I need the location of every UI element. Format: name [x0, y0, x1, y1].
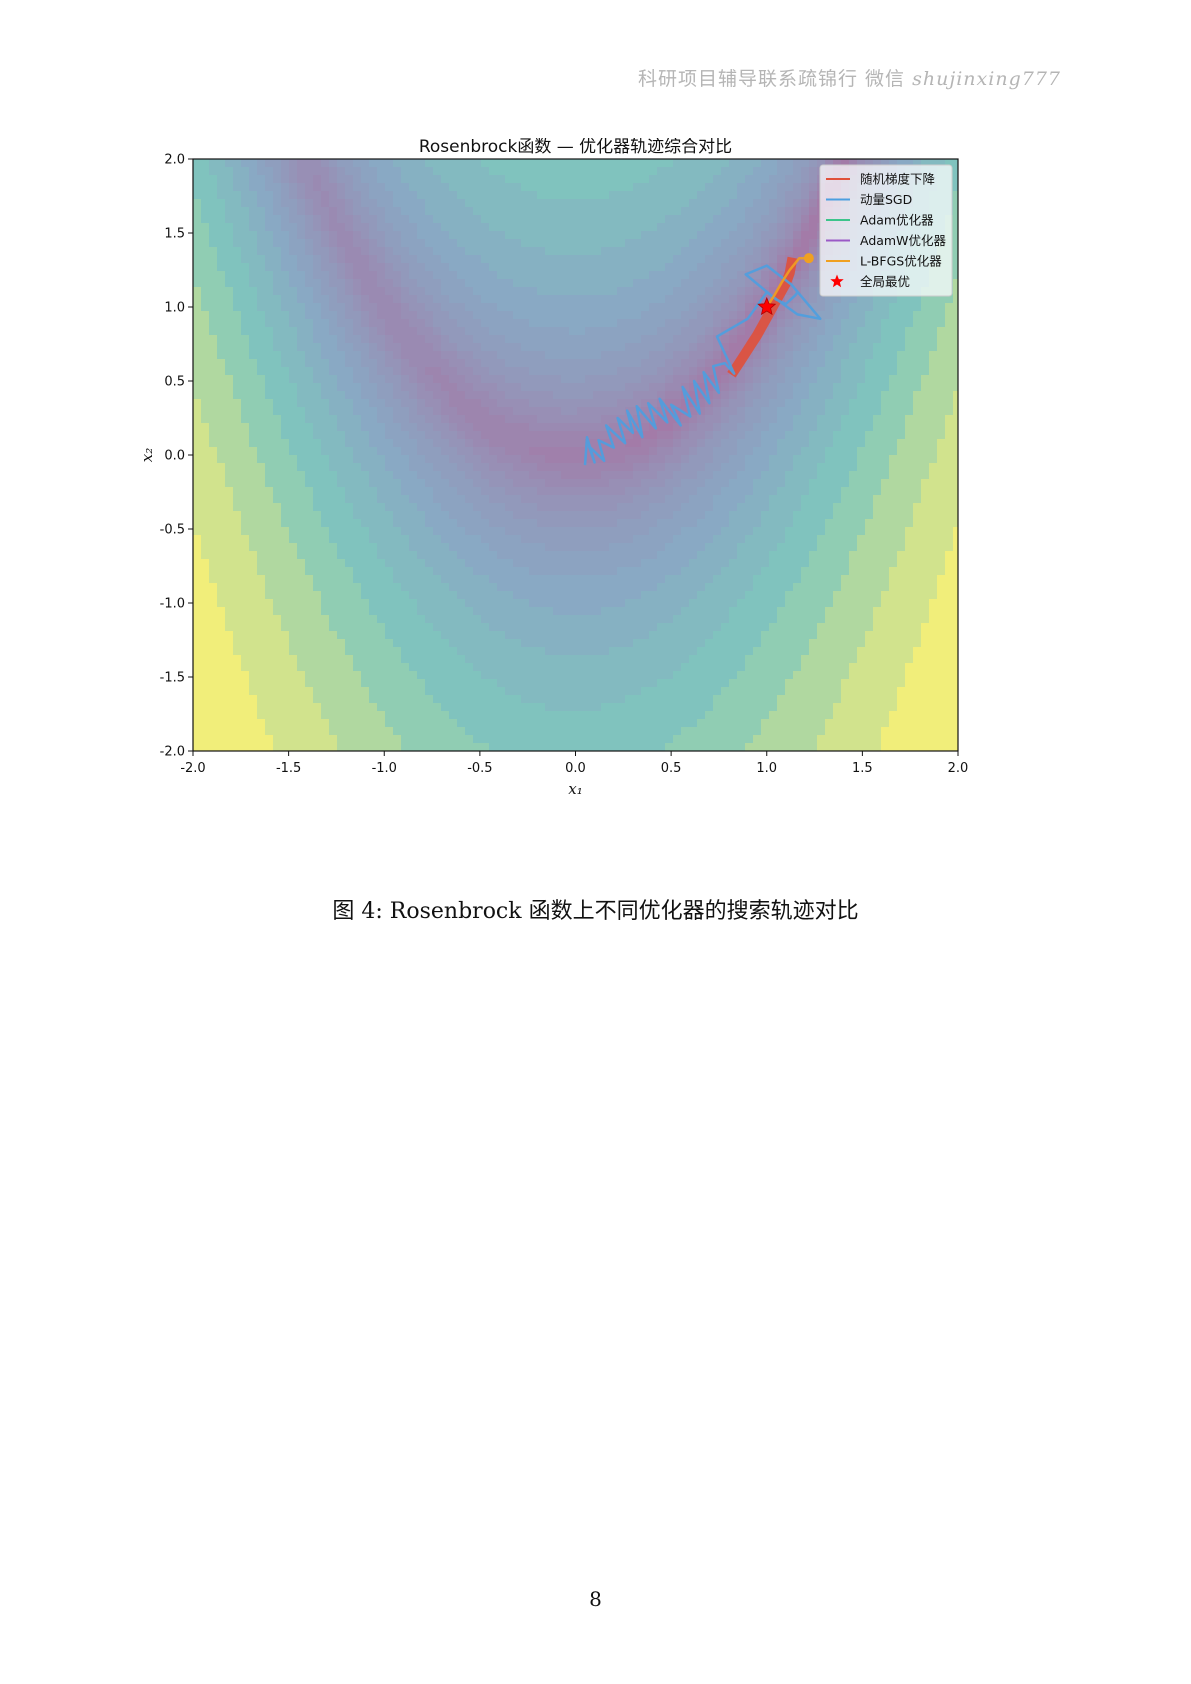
- rosenbrock-chart: Rosenbrock函数 — 优化器轨迹综合对比 -2.0 -1.5 -1.0 -0.…: [140, 138, 969, 798]
- header-text: 科研项目辅导联系疏锦行 微信: [638, 68, 906, 90]
- y-tick-label: 0.5: [164, 375, 185, 390]
- legend-label: Adam优化器: [860, 213, 934, 228]
- legend-label: L-BFGS优化器: [860, 254, 942, 269]
- x-tick-label: -2.0: [180, 761, 205, 776]
- legend-label: AdamW优化器: [860, 233, 946, 248]
- legend-label: 全局最优: [860, 274, 910, 289]
- x-tick-label: -0.5: [467, 761, 492, 776]
- series-4-start-point: [803, 253, 814, 264]
- x-tick-label: -1.5: [276, 761, 301, 776]
- x-tick-label: 1.5: [852, 761, 873, 776]
- page-number: 8: [589, 1587, 602, 1611]
- y-tick-label: -2.0: [160, 745, 185, 760]
- series-4-line: [765, 256, 811, 309]
- x-tick-label: 0.5: [661, 761, 682, 776]
- y-tick-label: -1.5: [160, 671, 185, 686]
- legend-box: [819, 164, 953, 297]
- x-tick-label: 1.0: [756, 761, 777, 776]
- x-tick-label: 2.0: [948, 761, 969, 776]
- y-tick-label: 1.0: [164, 301, 185, 316]
- contour-background: [193, 159, 958, 751]
- global-optimum-marker: [757, 296, 777, 316]
- chart-title: Rosenbrock函数 — 优化器轨迹综合对比: [419, 138, 732, 157]
- header-handle: shujinxing777: [912, 68, 1061, 90]
- x-tick-label: -1.0: [372, 761, 397, 776]
- y-tick-label: 0.0: [164, 449, 185, 464]
- figure: Rosenbrock函数 — 优化器轨迹综合对比 -2.0 -1.5 -1.0 -0.…: [140, 138, 1060, 878]
- trajectories: [583, 253, 822, 466]
- figure-caption: 图 4: Rosenbrock 函数上不同优化器的搜索轨迹对比: [332, 899, 859, 924]
- y-axis-label: x₂: [140, 448, 156, 462]
- y-tick-label: -1.0: [160, 597, 185, 612]
- legend-label: 动量SGD: [860, 192, 912, 207]
- legend-label: 随机梯度下降: [860, 172, 936, 187]
- series-1-line: [583, 264, 822, 466]
- axis-ticks: -2.0 -1.5 -1.0 -0.5 0.0 0.5 1.0 1.5 2.0 -2.0 -1.5 -…: [160, 153, 969, 777]
- y-tick-label: 2.0: [164, 153, 185, 168]
- y-tick-label: -0.5: [160, 523, 185, 538]
- legend-star-icon: [830, 274, 844, 288]
- x-tick-label: 0.0: [565, 761, 586, 776]
- page-header: 科研项目辅导联系疏锦行 微信 shujinxing777: [638, 64, 1061, 91]
- y-tick-label: 1.5: [164, 227, 185, 242]
- x-axis-label: x₁: [568, 780, 582, 798]
